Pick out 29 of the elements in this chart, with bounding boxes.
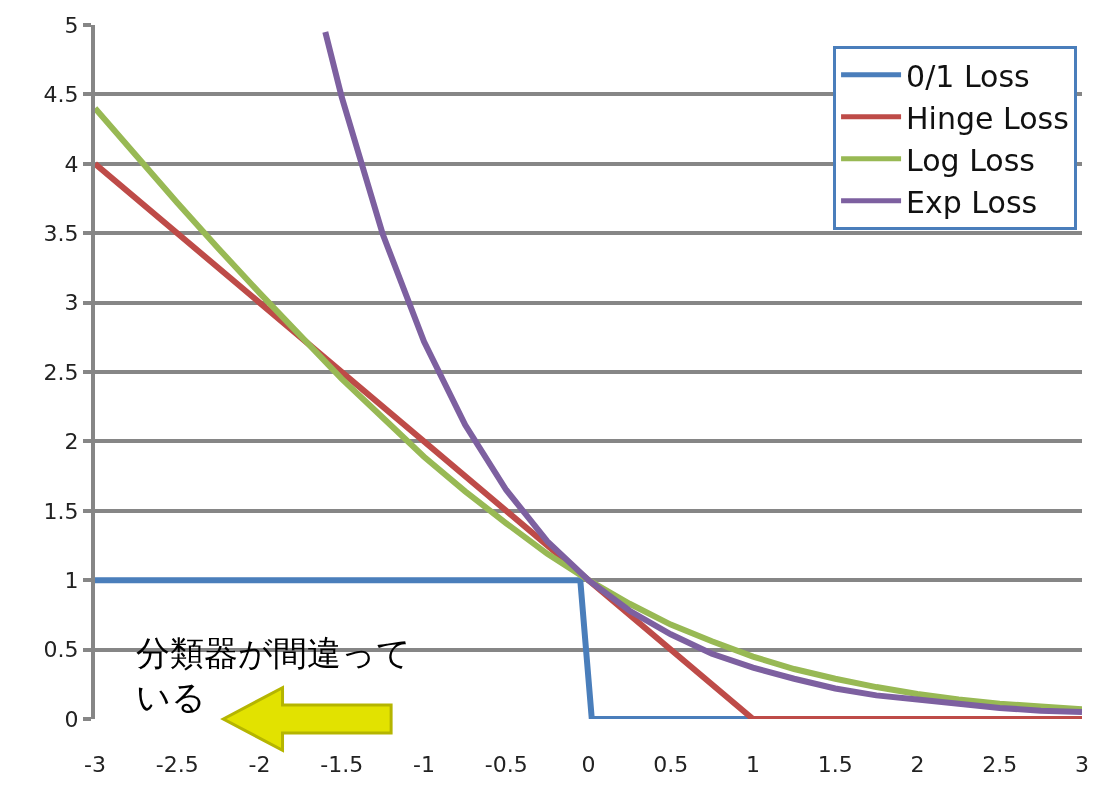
legend-label: Log Loss [906, 142, 1035, 178]
x-tick-label: 2 [910, 752, 925, 777]
legend-label: Exp Loss [906, 184, 1038, 220]
x-tick-label: 0 [581, 752, 596, 777]
x-tick-label: 1 [746, 752, 760, 777]
y-tick-label: 0 [64, 706, 79, 732]
x-tick-label: -1 [413, 752, 435, 777]
y-tick-label: 4 [64, 151, 79, 177]
y-tick-label: 1 [64, 567, 79, 593]
y-tick-label: 0.5 [43, 637, 79, 663]
y-tick-label: 3 [64, 290, 79, 316]
y-tick-label: 5 [64, 12, 79, 38]
x-tick-label: 1.5 [817, 752, 853, 777]
x-tick-label: -3 [84, 752, 106, 777]
y-tick-label: 1.5 [43, 498, 79, 524]
x-tick-label: -2.5 [155, 752, 199, 777]
y-tick-label: 4.5 [43, 82, 79, 108]
x-tick-label: -0.5 [484, 752, 528, 777]
y-tick-label: 2.5 [43, 359, 79, 385]
legend-label: 0/1 Loss [906, 58, 1030, 94]
annotation: 分類器が間違っている [136, 633, 411, 718]
x-tick-label: 2.5 [982, 752, 1018, 777]
x-tick-label: 3 [1075, 752, 1089, 777]
legend-label: Hinge Loss [906, 100, 1069, 136]
x-tick-label: 0.5 [653, 752, 689, 777]
x-tick-label: -1.5 [320, 752, 364, 777]
x-tick-label: -2 [248, 752, 271, 777]
y-tick-label: 2 [64, 429, 79, 455]
y-tick-label: 3.5 [43, 220, 79, 246]
